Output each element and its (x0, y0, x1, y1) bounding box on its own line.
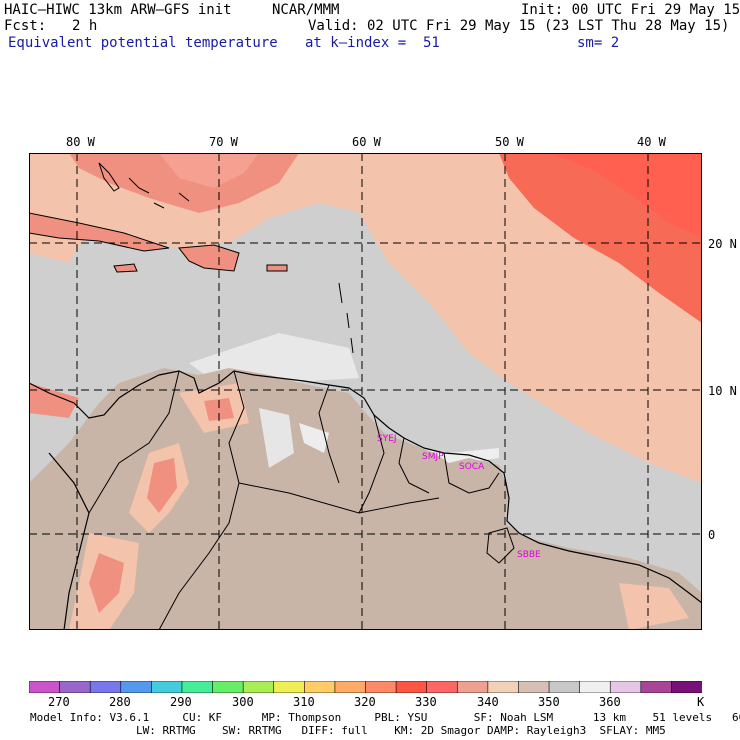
forecast-label: Fcst: (4, 18, 47, 34)
colorbar-swatch (518, 681, 550, 693)
lon-label-70w: 70 W (209, 135, 238, 149)
colorbar-swatch (304, 681, 336, 693)
colorbar-swatch (671, 681, 702, 693)
colorbar-swatch (120, 681, 153, 693)
colorbar-label-340: 340 (477, 695, 499, 709)
colorbar-label-300: 300 (232, 695, 254, 709)
colorbar-label-320: 320 (354, 695, 376, 709)
valid-time: Valid: 02 UTC Fri 29 May 15 (23 LST Thu … (308, 18, 730, 34)
colorbar-swatch (365, 681, 397, 693)
colorbar-swatch (242, 681, 275, 693)
lon-label-50w: 50 W (495, 135, 524, 149)
colorbar-swatch (548, 681, 581, 693)
coastline (29, 370, 702, 604)
field-name: Equivalent potential temperature (8, 35, 278, 51)
colorbar-swatch (456, 681, 489, 693)
country-borders (88, 370, 500, 630)
colorbar-swatch (640, 681, 673, 693)
colorbar-label-290: 290 (170, 695, 192, 709)
colorbar-swatch (395, 681, 428, 693)
colorbar (29, 681, 702, 693)
colorbar-swatch (181, 681, 214, 693)
colorbar-label-350: 350 (538, 695, 560, 709)
colorbar-swatch (579, 681, 612, 693)
level-label: at k–index = 51 (305, 35, 440, 51)
hispaniola (178, 244, 240, 272)
station-sbbe: SBBE (517, 550, 541, 560)
colorbar-label-270: 270 (48, 695, 70, 709)
colorbar-unit: K (697, 695, 705, 709)
lat-label-10n: 10 N (708, 384, 737, 398)
station-syej: SYEJ (377, 434, 397, 444)
model-info-line2: LW: RRTMG SW: RRTMG DIFF: full KM: 2D Sm… (30, 724, 666, 737)
puerto-rico (266, 264, 288, 272)
colorbar-swatch (59, 681, 91, 693)
station-soca: SOCA (459, 462, 485, 472)
theta-e-map: SYEJ SMJP SOCA SBBE (29, 153, 702, 630)
colorbar-swatch (151, 681, 183, 693)
jamaica (113, 263, 138, 273)
colorbar-swatch (212, 681, 244, 693)
lon-label-80w: 80 W (66, 135, 95, 149)
colorbar-swatch (89, 681, 122, 693)
forecast-value: 2 h (72, 18, 98, 34)
colorbar-swatch (29, 681, 61, 693)
model-info-line1: Model Info: V3.6.1 CU: KF MP: Thompson P… (30, 711, 740, 724)
colorbar-label-330: 330 (415, 695, 437, 709)
lat-label-20n: 20 N (708, 237, 737, 251)
cuba (29, 212, 170, 252)
init-time: Init: 00 UTC Fri 29 May 15 (521, 2, 740, 18)
org-label: NCAR/MMM (272, 2, 340, 18)
station-smjp: SMJP (422, 452, 444, 462)
colorbar-swatch (334, 681, 367, 693)
colorbar-swatch (487, 681, 520, 693)
lat-label-0: 0 (708, 528, 716, 542)
lon-label-60w: 60 W (352, 135, 381, 149)
lon-label-40w: 40 W (637, 135, 666, 149)
colorbar-swatch (426, 681, 459, 693)
colorbar-swatch (273, 681, 306, 693)
colorbar-label-310: 310 (293, 695, 315, 709)
colorbar-label-360: 360 (599, 695, 621, 709)
colorbar-swatch (609, 681, 642, 693)
model-title: HAIC–HIWC 13km ARW–GFS init (4, 2, 232, 18)
colorbar-label-280: 280 (109, 695, 131, 709)
smoothing-label: sm= 2 (577, 35, 620, 51)
